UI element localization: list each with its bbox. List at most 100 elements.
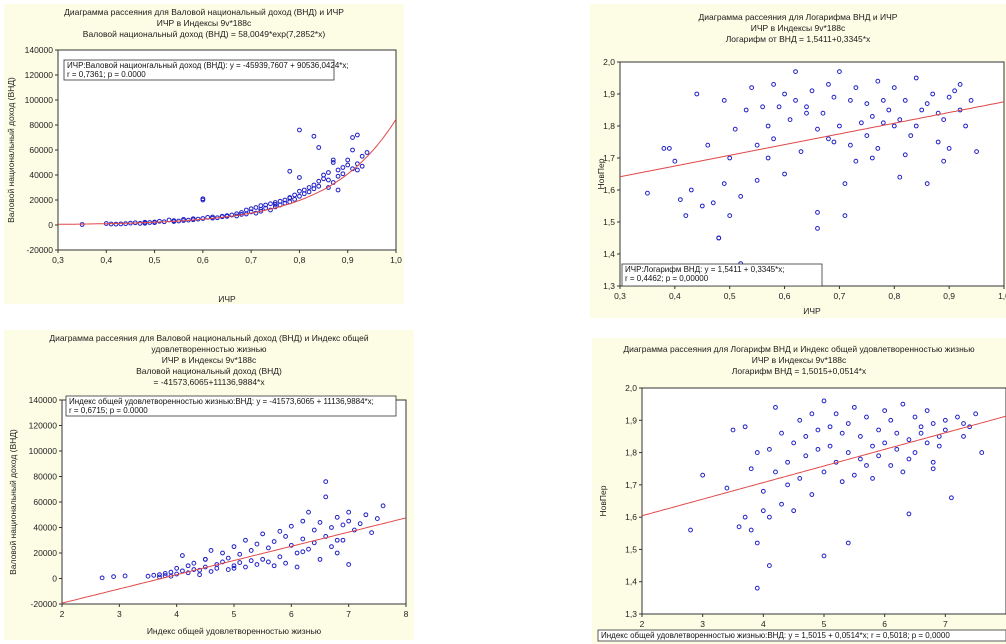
- data-point: [292, 192, 298, 198]
- fit-line: [620, 101, 1004, 178]
- fit-line: [58, 118, 396, 225]
- plot-area: [61, 399, 407, 605]
- data-point: [271, 563, 277, 569]
- data-point: [694, 91, 700, 97]
- data-point: [949, 495, 954, 501]
- data-point: [833, 411, 839, 417]
- data-point: [191, 560, 197, 566]
- data-point: [826, 82, 831, 87]
- data-point: [260, 531, 266, 537]
- data-point: [961, 434, 966, 439]
- y-tick-label: 80000: [33, 472, 57, 482]
- data-point: [791, 508, 797, 514]
- data-point: [891, 123, 897, 129]
- data-point: [225, 555, 231, 561]
- data-point: [645, 190, 650, 196]
- chart-title-line: ИЧР в Индексы 9v*188c: [157, 18, 252, 28]
- chart-title-line: = -41573,6065+11136,9884*x: [153, 377, 265, 387]
- data-point: [876, 427, 882, 433]
- x-tick-label: 0,5: [724, 291, 736, 301]
- data-point: [870, 476, 875, 481]
- data-point: [815, 126, 820, 132]
- data-point: [321, 176, 326, 182]
- data-point: [200, 197, 206, 203]
- data-point: [254, 541, 260, 547]
- data-point: [306, 189, 312, 195]
- regression-annotation-box: [63, 59, 335, 81]
- chart-panel-loggni-vs-hdi: Диаграмма рассеяния для Логарифма ВНД и …: [590, 4, 1006, 318]
- data-point: [277, 528, 283, 534]
- x-tick-label: 0,8: [888, 291, 900, 301]
- data-point: [248, 209, 254, 215]
- data-point: [190, 216, 196, 222]
- data-point: [869, 155, 875, 161]
- data-point: [323, 479, 329, 485]
- regression-annotation-box: [597, 629, 1006, 642]
- data-point: [930, 91, 936, 97]
- data-point: [858, 120, 864, 126]
- chart-loggni-vs-hdi: Диаграмма рассеяния для Логарифма ВНД и …: [596, 12, 1006, 316]
- y-tick-label: 1,9: [603, 89, 615, 99]
- data-point: [277, 198, 283, 204]
- x-tick-label: 0,7: [245, 255, 257, 265]
- data-point: [335, 167, 341, 173]
- y-tick-label: 40000: [33, 523, 57, 533]
- y-tick-label: 20000: [29, 195, 53, 205]
- data-point: [300, 549, 306, 555]
- data-point: [157, 218, 162, 224]
- y-tick-label: 60000: [29, 145, 53, 155]
- regression-annotation-box: [621, 263, 823, 287]
- data-point: [936, 443, 942, 449]
- data-point: [677, 197, 683, 203]
- data-point: [793, 98, 798, 103]
- data-point: [864, 133, 870, 139]
- y-tick-label: 1,5: [603, 217, 615, 227]
- data-point: [705, 142, 711, 148]
- data-point: [902, 98, 908, 103]
- x-tick-label: 4: [761, 619, 766, 629]
- data-point: [730, 427, 736, 433]
- data-point: [231, 565, 237, 571]
- data-point: [760, 104, 766, 110]
- x-tick-label: 7: [943, 619, 948, 629]
- plot-area: [641, 387, 1006, 615]
- chart-title-line: ИЧР в Индексы 9v*188c: [751, 23, 846, 33]
- x-tick-label: 0,9: [943, 291, 955, 301]
- data-point: [839, 479, 845, 485]
- x-tick-label: 6: [289, 609, 294, 619]
- data-point: [798, 149, 804, 155]
- x-tick-label: 0,5: [149, 255, 161, 265]
- data-point: [334, 550, 340, 556]
- data-point: [946, 94, 952, 100]
- data-point: [785, 459, 791, 465]
- chart-title-line: Диаграмма рассеяния для Логарифм ВНД и И…: [623, 344, 975, 354]
- x-tick-label: 0,3: [614, 291, 626, 301]
- data-point: [727, 213, 733, 219]
- chart-title-line: Валовой национальный доход (ВНД): [136, 366, 282, 376]
- data-point: [906, 456, 912, 462]
- chart-title-line: Диаграмма рассеяния для Валовой национал…: [49, 333, 369, 343]
- data-point: [329, 525, 334, 530]
- data-point: [749, 85, 755, 90]
- data-point: [754, 142, 760, 148]
- plot-area: [619, 61, 1005, 287]
- data-point: [839, 430, 845, 436]
- data-point: [968, 98, 974, 103]
- data-point: [771, 136, 777, 142]
- data-point: [941, 158, 947, 164]
- data-point: [287, 195, 293, 201]
- data-point: [827, 443, 833, 449]
- chart-panel-gni-vs-hdi: Диаграмма рассеяния для Валовой национал…: [4, 4, 404, 304]
- chart-title-line: Логарифм ВНД = 1,5015+0,0514*x: [732, 366, 867, 376]
- data-point: [157, 572, 162, 578]
- data-point: [260, 556, 266, 562]
- data-point: [930, 459, 936, 465]
- data-point: [248, 548, 254, 553]
- data-point: [727, 155, 733, 161]
- data-point: [271, 539, 277, 544]
- data-point: [243, 537, 248, 543]
- data-point: [113, 221, 119, 227]
- x-tick-label: 0,6: [197, 255, 209, 265]
- y-axis-label: НовПер: [598, 485, 608, 516]
- y-tick-label: -20000: [31, 599, 58, 609]
